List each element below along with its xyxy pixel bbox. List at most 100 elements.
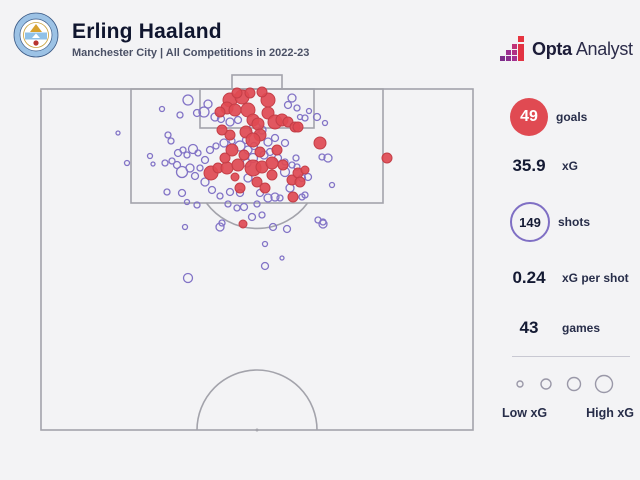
shot-goal-marker (277, 159, 289, 171)
shot-goal-marker (244, 87, 256, 99)
shot-miss-marker (183, 151, 191, 159)
penalty-arc (205, 202, 309, 230)
shot-miss-marker (205, 145, 215, 155)
shot-miss-marker (192, 108, 202, 118)
shot-miss-marker (260, 261, 270, 271)
shot-goal-marker (224, 129, 236, 141)
shot-goal-marker (219, 152, 231, 164)
shot-miss-marker (293, 104, 301, 112)
shot-goal-marker (300, 165, 310, 175)
shot-miss-marker (196, 164, 204, 172)
shot-miss-marker (328, 181, 336, 189)
shots-value: 149 (519, 214, 541, 230)
shot-goal-marker (238, 149, 250, 161)
shot-miss-marker (193, 201, 201, 209)
shot-miss-marker (175, 165, 189, 179)
xg-legend-labels: Low xG High xG (502, 406, 634, 420)
shot-miss-marker (233, 115, 243, 125)
goals-value: 49 (520, 108, 538, 125)
shot-miss-marker (268, 222, 278, 232)
shot-miss-marker (179, 146, 187, 154)
shot-miss-marker (263, 137, 273, 147)
shot-miss-marker (164, 131, 172, 139)
shot-miss-marker (194, 149, 202, 157)
header-titles: Erling Haaland Manchester City | All Com… (72, 20, 309, 59)
page-subtitle: Manchester City | All Competitions in 20… (72, 47, 310, 59)
sidebar-divider (512, 356, 630, 357)
shots-label: shots (558, 215, 591, 229)
shot-goal-marker (251, 117, 265, 131)
stat-row-xg: 35.9 xG (498, 156, 578, 176)
shot-miss-marker (323, 153, 333, 163)
shot-goal-marker (230, 172, 240, 182)
shot-miss-marker (215, 222, 225, 232)
shot-miss-marker (216, 192, 224, 200)
shot-miss-marker (279, 255, 285, 261)
shot-miss-marker (314, 216, 322, 224)
shot-miss-marker (181, 223, 189, 231)
shot-miss-marker (167, 137, 175, 145)
shot-goal-marker (238, 219, 248, 229)
shot-miss-marker (301, 114, 309, 122)
shot-goal-marker (292, 121, 304, 133)
goals-label: goals (556, 110, 588, 124)
goals-stat-circle: 49 (510, 98, 548, 136)
shot-miss-marker (182, 94, 194, 106)
shot-miss-marker (263, 193, 273, 203)
shot-miss-marker (292, 154, 300, 162)
shot-miss-marker (123, 159, 131, 167)
shot-goal-marker (225, 143, 239, 157)
shot-miss-marker (198, 106, 210, 118)
shot-miss-marker (183, 198, 191, 206)
games-value: 43 (519, 318, 539, 337)
shot-miss-marker (261, 240, 269, 248)
shot-goal-marker (245, 132, 261, 148)
legend-size-circle (566, 376, 582, 392)
shot-miss-marker (225, 117, 235, 127)
centre-spot (255, 428, 259, 432)
shots-layer (115, 86, 393, 284)
shots-stat-circle: 149 (510, 202, 550, 242)
shot-goal-marker (254, 146, 266, 158)
shot-miss-marker (276, 194, 284, 202)
opta-analyst-logo: Opta Analyst (500, 36, 633, 62)
xg-size-legend (516, 374, 614, 394)
shot-miss-marker (177, 188, 187, 198)
shot-miss-marker (203, 99, 213, 109)
shot-goal-marker (259, 182, 271, 194)
shot-miss-marker (318, 153, 326, 161)
shot-goal-marker (234, 182, 246, 194)
shot-miss-marker (287, 93, 297, 103)
shot-miss-marker (168, 157, 176, 165)
shot-miss-marker (150, 161, 156, 167)
shot-miss-marker (182, 272, 194, 284)
page-title: Erling Haaland (72, 20, 222, 43)
shot-miss-marker (282, 224, 292, 234)
shot-goal-marker (251, 176, 263, 188)
xg-label: xG (562, 159, 579, 173)
centre-circle (196, 369, 318, 431)
shot-miss-marker (321, 119, 329, 127)
shot-goal-marker (265, 156, 279, 170)
goal-frame (231, 74, 283, 90)
shot-goal-marker (220, 161, 234, 175)
games-label: games (562, 321, 601, 335)
manchester-city-badge (13, 12, 59, 58)
legend-size-circle (594, 374, 614, 394)
shot-miss-marker (239, 202, 249, 212)
pitch-lines (40, 74, 474, 432)
badge-eagle-shape (30, 24, 42, 32)
shot-miss-marker (233, 204, 241, 212)
shot-miss-marker (312, 112, 322, 122)
shot-goal-marker (256, 86, 268, 98)
shot-miss-marker (318, 219, 328, 229)
shot-miss-marker (225, 187, 235, 197)
shot-goal-marker (294, 176, 306, 188)
shot-miss-marker (305, 107, 313, 115)
stat-row-xg-per-shot: 0.24 xG per shot (498, 268, 628, 288)
shot-miss-marker (219, 138, 229, 148)
shot-miss-marker (303, 172, 313, 182)
shot-miss-marker (258, 211, 266, 219)
xg-value: 35.9 (512, 156, 546, 175)
stat-row-games: 43 games (498, 318, 601, 338)
